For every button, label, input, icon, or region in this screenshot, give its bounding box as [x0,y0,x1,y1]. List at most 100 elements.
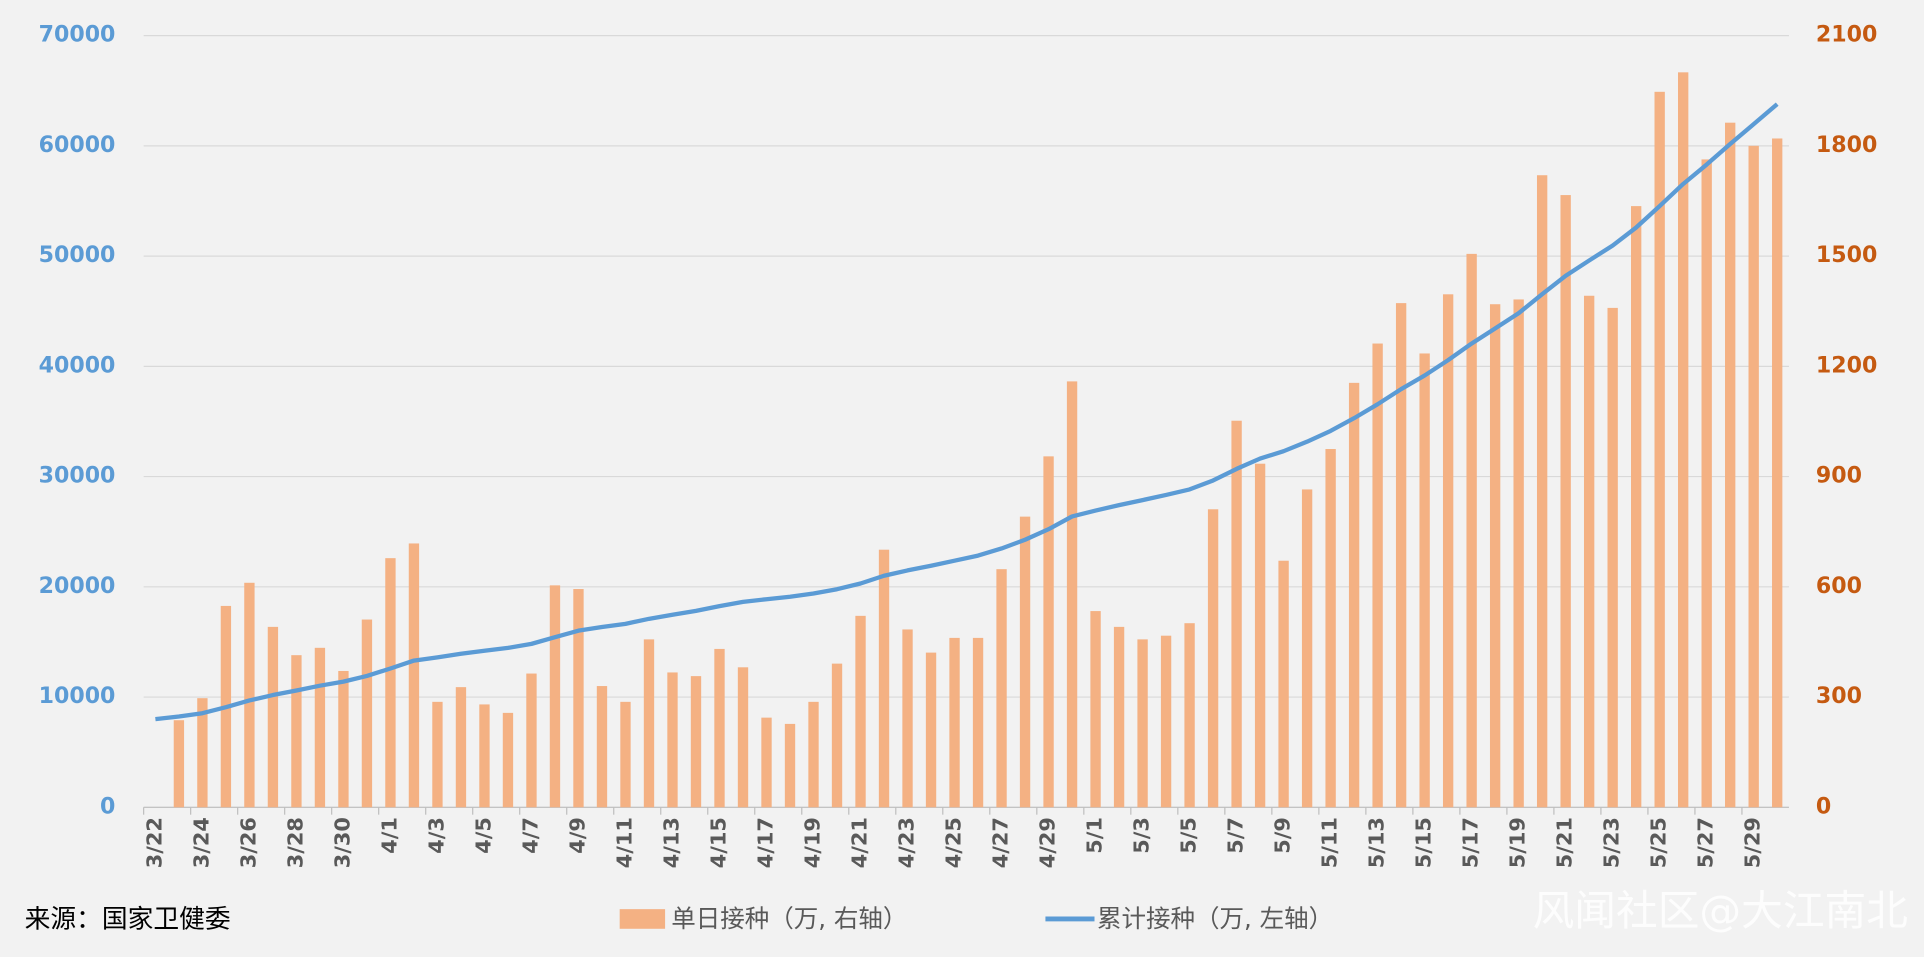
bar [502,712,514,808]
x-tick-label: 5/19 [1506,817,1530,868]
bar [267,626,279,808]
bar [1090,611,1101,808]
x-tick-label: 3/22 [142,817,166,868]
x-tick-label: 5/11 [1318,817,1342,868]
x-tick-label: 5/13 [1365,817,1389,868]
bar [972,637,984,808]
x-tick-label: 4/29 [1036,817,1060,868]
bar [197,698,208,808]
y-tick-label: 30000 [39,464,116,489]
y2-tick-label: 1200 [1816,353,1877,378]
x-tick-label: 4/15 [706,817,730,868]
x-tick-label: 4/13 [659,817,683,868]
y2-tick-label: 1800 [1816,133,1877,158]
x-tick-label: 5/21 [1553,817,1577,868]
bar [291,655,302,808]
bar [878,549,890,808]
bar [314,647,326,808]
bar [596,686,608,808]
bar [1207,509,1219,808]
bar [714,648,725,808]
bar [1654,91,1665,808]
bar [1160,635,1172,808]
bar [1560,195,1571,808]
bar [1489,304,1501,808]
x-tick-label: 4/23 [895,817,919,868]
x-tick-label: 5/17 [1459,817,1483,868]
y-tick-label: 10000 [39,684,116,709]
x-tick-label: 4/9 [565,817,589,854]
legend-swatch [619,909,666,929]
x-tick-label: 5/23 [1600,817,1624,868]
bar [432,701,443,808]
bar [1019,516,1031,808]
x-tick-label: 4/3 [424,817,448,854]
x-tick-label: 5/3 [1130,817,1154,854]
bar [690,676,702,808]
bar [1113,626,1125,808]
bar [643,639,655,808]
bar [1419,353,1430,808]
x-tick-label: 3/28 [283,817,307,868]
bar [1137,639,1148,808]
bar [1066,381,1078,808]
bar [855,615,866,808]
bar [361,619,373,808]
bar [1442,294,1454,808]
x-tick-label: 4/21 [848,817,872,868]
x-tick-label: 5/29 [1741,817,1765,868]
bar [479,704,490,808]
y-tick-label: 20000 [39,574,116,599]
bar [526,673,537,808]
bar [1607,307,1618,808]
bar [1254,463,1266,808]
x-tick-label: 4/5 [471,817,495,854]
bar [1536,175,1548,808]
bar [761,717,772,808]
y-tick-label: 0 [100,794,115,819]
x-tick-label: 4/1 [377,817,401,854]
x-tick-label: 5/5 [1177,817,1201,854]
bar [1325,449,1336,808]
y2-tick-label: 0 [1816,794,1831,819]
bar [1630,206,1642,808]
x-tick-label: 4/27 [989,817,1013,868]
bar [996,569,1007,808]
bar [737,667,749,808]
watermark: 风闻社区@大江南北 [1533,886,1908,935]
bar [1513,299,1524,808]
bar [385,558,396,808]
bar [1372,343,1383,808]
legend-label: 累计接种（万, 左轴） [1097,904,1333,933]
x-tick-label: 4/11 [612,817,636,868]
x-tick-label: 4/19 [801,817,825,868]
bar [1231,420,1242,808]
x-tick-label: 3/30 [330,817,354,868]
bar [1725,122,1736,808]
bar [1466,253,1477,808]
bar [1043,456,1054,808]
bar [408,543,420,808]
line [155,102,1779,722]
x-tick-label: 5/15 [1412,817,1436,868]
y2-tick-label: 900 [1816,464,1862,489]
bar [1678,72,1689,808]
bar [831,663,843,808]
bar [573,589,584,808]
x-tick-label: 4/17 [754,817,778,868]
bar [1278,560,1289,808]
y-tick-label: 60000 [39,133,116,158]
y2-tick-label: 300 [1816,684,1862,709]
bar [1395,303,1407,808]
x-tick-label: 5/7 [1224,817,1248,854]
x-tick-label: 5/25 [1647,817,1671,868]
y-tick-label: 70000 [39,23,116,48]
bar [1772,138,1783,808]
bar [1748,145,1759,808]
bar [338,670,349,808]
bar [549,585,561,808]
bar [455,687,467,808]
x-tick-label: 3/24 [189,817,213,868]
x-tick-label: 5/27 [1694,817,1718,868]
